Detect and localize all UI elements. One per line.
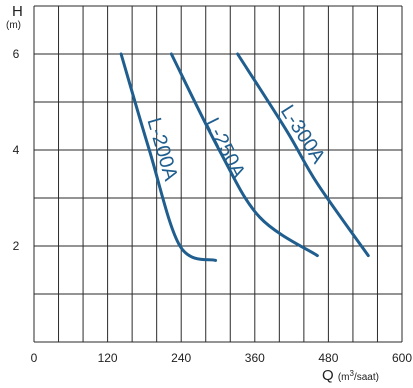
x-axis-title: Q (m3/saat) [322,367,379,384]
series-line-l-200a [119,52,218,262]
x-axis-title-q: Q [322,367,334,384]
x-tick-label: 360 [245,351,265,365]
series-lines [119,52,370,262]
series-labels: L-200A L-250A L-300A [142,101,329,184]
x-tick-label: 240 [171,351,191,365]
y-axis-title: H [12,3,23,20]
x-tick-label: 480 [318,351,338,365]
y-tick-label: 4 [13,143,20,157]
x-tick-labels: 0 120 240 360 480 600 [31,351,413,365]
series-line-l-300a [236,52,370,258]
x-axis-unit-suffix: /saat) [354,372,379,383]
x-tick-label: 600 [392,351,412,365]
series-line-l-250a [169,52,319,258]
x-axis-unit-sup: 3 [350,369,355,378]
y-tick-label: 2 [13,239,20,253]
y-axis-unit: (m) [6,20,21,31]
grid [33,5,403,343]
x-axis-unit: (m3/saat) [338,369,379,384]
x-axis-unit-prefix: (m [338,372,350,383]
x-tick-label: 120 [98,351,118,365]
series-label-l-250a: L-250A [201,114,250,182]
y-tick-labels: 2 4 6 [13,47,20,253]
x-tick-label: 0 [31,351,38,365]
y-tick-label: 6 [13,47,20,61]
